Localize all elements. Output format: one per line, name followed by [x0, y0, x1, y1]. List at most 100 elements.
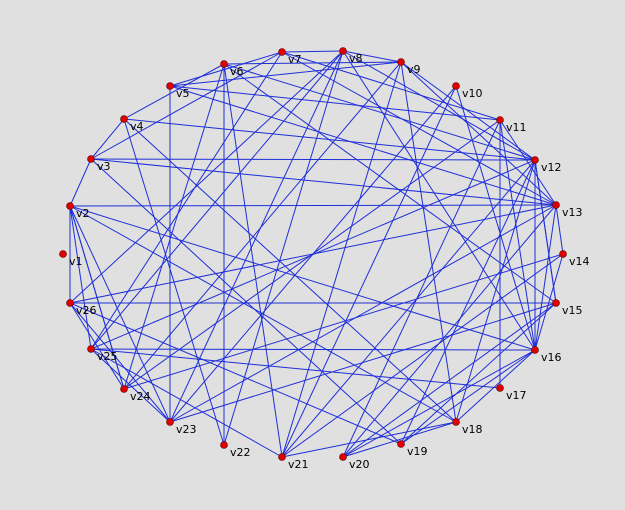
edge-v13-v14 [555, 204, 564, 255]
edge-v6-v12 [223, 63, 536, 161]
edge-v18-v2 [69, 205, 457, 423]
edge-v16-v18 [455, 349, 536, 423]
vertex-v5[interactable]: v5 [166, 82, 190, 101]
vertex-dot[interactable] [220, 60, 228, 68]
vertex-dot[interactable] [59, 250, 67, 258]
edge-v7-v11 [281, 51, 501, 121]
vertex-dot[interactable] [496, 384, 504, 392]
vertex-label: v6 [230, 65, 244, 78]
vertex-dot[interactable] [278, 48, 286, 56]
vertex-label: v14 [569, 255, 590, 268]
edge-v15-v12 [534, 159, 557, 304]
edge-v18-v20 [342, 421, 457, 458]
vertex-v23[interactable]: v23 [166, 418, 197, 437]
edge-v10-v16 [455, 85, 536, 351]
vertex-v19[interactable]: v19 [397, 440, 428, 459]
edge-v15-v19 [400, 302, 557, 445]
vertex-dot[interactable] [452, 418, 460, 426]
vertex-label: v12 [541, 161, 562, 174]
edge-v2-v13 [69, 204, 557, 207]
vertex-v3[interactable]: v3 [87, 155, 111, 174]
edge-v13-v23 [169, 204, 557, 423]
vertex-dot[interactable] [66, 299, 74, 307]
vertex-v9[interactable]: v9 [397, 58, 421, 77]
edge-v9-v21 [281, 61, 402, 458]
edge-v9-v24 [123, 61, 402, 390]
edge-v6-v21 [223, 63, 283, 458]
vertex-v21[interactable]: v21 [278, 453, 309, 472]
vertex-v12[interactable]: v12 [531, 156, 562, 175]
edge-v21-v25 [90, 348, 283, 458]
edge-v22-v8 [223, 50, 344, 446]
vertex-label: v22 [230, 446, 251, 459]
vertex-dot[interactable] [120, 115, 128, 123]
vertex-v4[interactable]: v4 [120, 115, 144, 134]
edge-v12-v19 [400, 159, 536, 445]
edge-v11-v20 [342, 119, 501, 458]
edge-v10-v21 [281, 85, 457, 458]
vertex-dot[interactable] [531, 156, 539, 164]
vertex-v8[interactable]: v8 [339, 47, 363, 66]
edge-v5-v11 [169, 85, 501, 121]
vertex-v17[interactable]: v17 [496, 384, 527, 403]
vertex-v13[interactable]: v13 [552, 201, 583, 220]
vertex-label: v8 [349, 52, 363, 65]
vertex-v25[interactable]: v25 [87, 345, 118, 364]
vertex-v16[interactable]: v16 [531, 346, 562, 365]
vertex-dot[interactable] [452, 82, 460, 90]
edge-v25-v2 [69, 205, 92, 350]
edge-v9-v18 [400, 61, 457, 423]
edge-v2-v16 [69, 205, 536, 351]
vertex-dot[interactable] [552, 201, 560, 209]
vertex-dot[interactable] [531, 346, 539, 354]
vertex-dot[interactable] [339, 47, 347, 55]
vertex-dot[interactable] [166, 418, 174, 426]
vertex-layer: v1 v2 v3 v4 v5 v6 v7 v8 v9 v10 v11 v12 v13 v14 v15 v16 v… [59, 47, 590, 472]
vertex-label: v4 [130, 120, 144, 133]
vertex-v18[interactable]: v18 [452, 418, 483, 437]
vertex-dot[interactable] [87, 345, 95, 353]
vertex-label: v9 [407, 63, 421, 76]
vertex-dot[interactable] [278, 453, 286, 461]
vertex-label: v20 [349, 458, 370, 471]
edge-v18-v21 [281, 421, 457, 458]
vertex-v14[interactable]: v14 [559, 250, 590, 269]
vertex-v11[interactable]: v11 [496, 116, 527, 135]
vertex-dot[interactable] [120, 385, 128, 393]
vertex-dot[interactable] [339, 453, 347, 461]
vertex-dot[interactable] [220, 441, 228, 449]
vertex-v22[interactable]: v22 [220, 441, 251, 460]
edge-v8-v26 [69, 50, 344, 304]
edge-v7-v13 [281, 51, 557, 206]
vertex-label: v26 [76, 304, 97, 317]
vertex-v10[interactable]: v10 [452, 82, 483, 101]
edge-v5-v9 [169, 61, 402, 87]
vertex-v24[interactable]: v24 [120, 385, 151, 404]
vertex-dot[interactable] [66, 202, 74, 210]
vertex-v20[interactable]: v20 [339, 453, 370, 472]
vertex-v6[interactable]: v6 [220, 60, 244, 79]
vertex-dot[interactable] [397, 58, 405, 66]
vertex-v15[interactable]: v15 [552, 299, 583, 318]
vertex-v2[interactable]: v2 [66, 202, 90, 221]
vertex-label: v21 [288, 458, 309, 471]
edge-v6-v24 [123, 63, 225, 390]
vertex-v1[interactable]: v1 [59, 250, 83, 269]
vertex-v26[interactable]: v26 [66, 299, 97, 318]
edge-v14-v16 [534, 253, 564, 351]
edge-v9-v12 [400, 61, 536, 161]
vertex-label: v23 [176, 423, 197, 436]
vertex-label: v16 [541, 351, 562, 364]
edge-v24-v2 [69, 205, 125, 390]
edge-v9-v13 [400, 61, 557, 206]
edge-v16-v20 [342, 349, 536, 458]
vertex-label: v1 [69, 255, 83, 268]
edge-v15-v20 [342, 302, 557, 458]
vertex-dot[interactable] [87, 155, 95, 163]
vertex-dot[interactable] [397, 440, 405, 448]
vertex-dot[interactable] [552, 299, 560, 307]
vertex-dot[interactable] [166, 82, 174, 90]
vertex-dot[interactable] [559, 250, 567, 258]
vertex-v7[interactable]: v7 [278, 48, 302, 67]
vertex-dot[interactable] [496, 116, 504, 124]
